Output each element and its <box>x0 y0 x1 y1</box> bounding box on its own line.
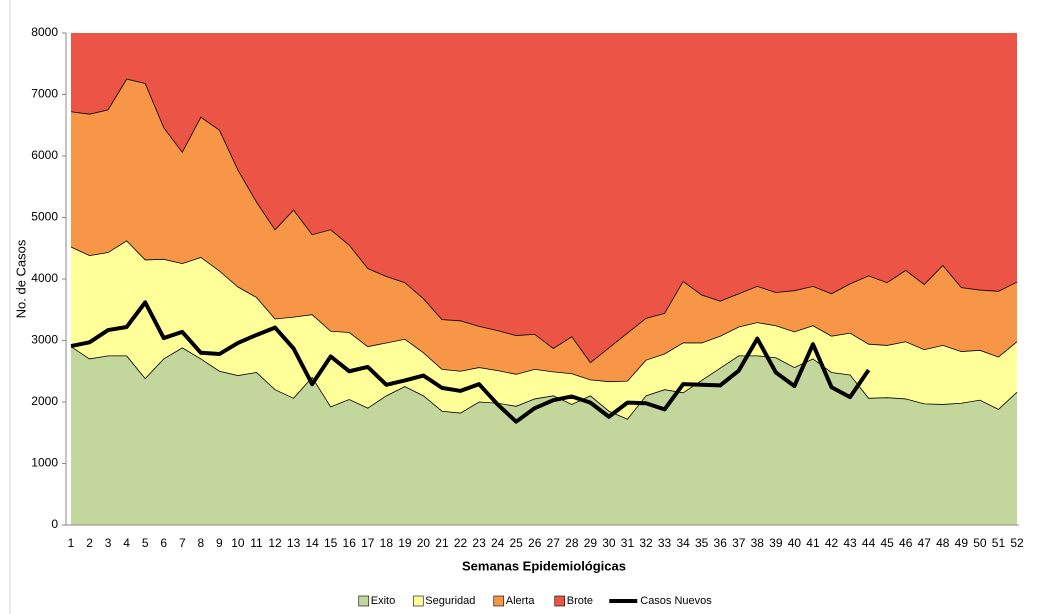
y-tick-label: 1000 <box>31 456 58 470</box>
x-tick-label: 24 <box>491 536 505 550</box>
x-tick-label: 18 <box>380 536 394 550</box>
y-tick-label: 5000 <box>31 210 58 224</box>
x-tick-label: 9 <box>216 536 223 550</box>
x-tick-label: 36 <box>714 536 728 550</box>
x-tick-label: 49 <box>955 536 969 550</box>
y-tick-label: 6000 <box>31 148 58 162</box>
x-tick-label: 42 <box>825 536 839 550</box>
x-tick-label: 23 <box>472 536 486 550</box>
x-axis-title: Semanas Epidemiológicas <box>462 558 626 573</box>
legend-label: Seguridad <box>425 595 475 607</box>
x-tick-label: 43 <box>843 536 857 550</box>
x-tick-label: 30 <box>602 536 616 550</box>
legend-swatch <box>554 595 566 607</box>
area <box>71 33 1017 363</box>
x-tick-label: 13 <box>287 536 301 550</box>
x-tick-label: 15 <box>324 536 338 550</box>
legend-swatch <box>358 595 370 607</box>
y-tick-label: 7000 <box>31 87 58 101</box>
x-tick-label: 31 <box>621 536 635 550</box>
x-tick-label: 20 <box>417 536 431 550</box>
y-tick-label: 2000 <box>31 394 58 408</box>
x-tick-label: 33 <box>658 536 672 550</box>
legend-label: Alerta <box>506 595 536 607</box>
x-tick-label: 14 <box>305 536 319 550</box>
x-tick-label: 39 <box>769 536 783 550</box>
x-tick-label: 2 <box>86 536 93 550</box>
x-tick-label: 22 <box>454 536 468 550</box>
y-axis-title: No. de Casos <box>13 239 28 318</box>
x-tick-label: 1 <box>68 536 75 550</box>
x-tick-label: 41 <box>806 536 820 550</box>
x-tick-label: 29 <box>584 536 598 550</box>
x-tick-label: 35 <box>695 536 709 550</box>
y-tick-label: 8000 <box>31 25 58 39</box>
x-tick-label: 32 <box>639 536 653 550</box>
x-tick-label: 27 <box>547 536 561 550</box>
y-tick-label: 0 <box>51 517 58 531</box>
area <box>71 79 1017 382</box>
x-tick-label: 38 <box>751 536 765 550</box>
x-tick-label: 51 <box>992 536 1006 550</box>
x-tick-label: 10 <box>231 536 245 550</box>
x-tick-label: 45 <box>880 536 894 550</box>
x-tick-label: 26 <box>528 536 542 550</box>
x-tick-label: 37 <box>732 536 746 550</box>
x-tick-label: 19 <box>398 536 412 550</box>
x-tick-label: 7 <box>179 536 186 550</box>
x-tick-label: 46 <box>899 536 913 550</box>
area-edge <box>70 240 1018 383</box>
x-tick-label: 8 <box>197 536 204 550</box>
x-tick-label: 28 <box>565 536 579 550</box>
x-tick-label: 50 <box>973 536 987 550</box>
x-tick-label: 6 <box>160 536 167 550</box>
x-tick-label: 16 <box>343 536 357 550</box>
x-tick-label: 4 <box>123 536 130 550</box>
area <box>71 346 1017 525</box>
x-tick-label: 11 <box>250 536 263 550</box>
x-tick-label: 25 <box>509 536 523 550</box>
legend-label: Casos Nuevos <box>640 595 712 607</box>
legend-swatch <box>493 595 505 607</box>
x-tick-label: 44 <box>862 536 876 550</box>
legend-swatch <box>412 595 424 607</box>
x-tick-label: 47 <box>918 536 932 550</box>
x-tick-label: 3 <box>105 536 112 550</box>
x-tick-label: 52 <box>1010 536 1024 550</box>
legend-label: Brote <box>567 595 593 607</box>
x-tick-label: 17 <box>361 536 375 550</box>
x-tick-label: 12 <box>268 536 282 550</box>
area-edge <box>70 78 1018 364</box>
y-tick-label: 3000 <box>31 333 58 347</box>
x-tick-label: 40 <box>788 536 802 550</box>
x-tick-label: 34 <box>676 536 690 550</box>
y-tick-label: 4000 <box>31 271 58 285</box>
x-tick-label: 5 <box>142 536 149 550</box>
line <box>70 300 871 424</box>
legend-label: Exito <box>371 595 395 607</box>
x-tick-label: 21 <box>435 536 449 550</box>
x-tick-label: 48 <box>936 536 950 550</box>
